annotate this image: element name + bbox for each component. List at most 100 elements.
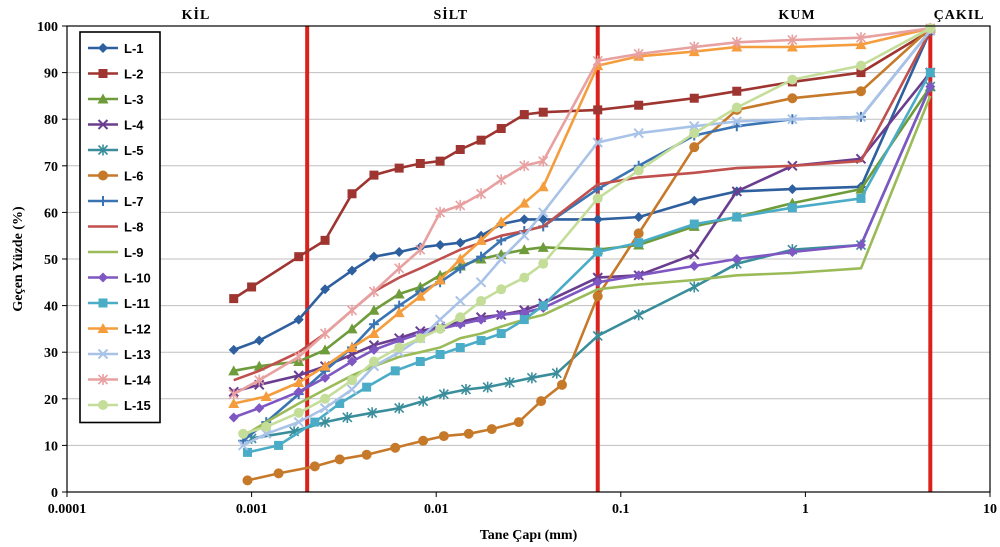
data-point bbox=[634, 100, 644, 110]
data-point bbox=[390, 366, 400, 376]
data-point bbox=[319, 344, 331, 355]
data-point bbox=[319, 328, 331, 340]
legend-item: L-8 bbox=[88, 220, 144, 235]
x-axis-ticks: 0.0001 0.001 0.01 0.1 1 10 bbox=[48, 492, 997, 517]
data-point bbox=[519, 272, 530, 283]
data-point bbox=[786, 41, 798, 52]
legend-marker bbox=[98, 170, 108, 181]
legend-marker bbox=[98, 298, 108, 308]
data-point bbox=[634, 238, 644, 248]
data-point bbox=[228, 388, 239, 400]
data-point bbox=[228, 412, 239, 423]
series-13 bbox=[237, 25, 936, 451]
data-point bbox=[731, 102, 742, 113]
data-point bbox=[293, 370, 304, 381]
x-tick-label: 10 bbox=[983, 502, 997, 517]
data-point bbox=[455, 319, 466, 330]
data-point bbox=[689, 195, 700, 206]
data-point bbox=[518, 197, 530, 208]
legend-marker bbox=[97, 119, 109, 130]
data-point bbox=[518, 244, 530, 255]
data-point bbox=[925, 23, 936, 34]
data-point bbox=[347, 265, 358, 276]
legend-label: L-12 bbox=[124, 322, 151, 337]
data-point bbox=[415, 333, 426, 344]
data-point bbox=[476, 135, 486, 145]
legend-item: L-5 bbox=[88, 143, 144, 158]
data-point bbox=[367, 407, 378, 419]
data-point bbox=[368, 251, 379, 262]
data-point bbox=[394, 335, 405, 346]
data-point bbox=[347, 189, 357, 199]
gridlines bbox=[67, 72, 990, 446]
data-point bbox=[237, 440, 249, 451]
y-tick-label: 30 bbox=[44, 346, 58, 361]
legend-label: L-8 bbox=[124, 220, 144, 235]
zone-labels: KİL SİLT KUM ÇAKIL bbox=[182, 6, 984, 23]
data-point bbox=[346, 342, 358, 353]
data-point bbox=[475, 234, 487, 245]
data-point bbox=[228, 344, 239, 355]
data-point bbox=[476, 314, 487, 325]
y-axis-ticks: 0 10 20 30 40 50 60 70 80 90 100 bbox=[37, 20, 67, 501]
data-point bbox=[731, 186, 743, 197]
legend-item: L-7 bbox=[88, 194, 144, 209]
series-11 bbox=[242, 68, 935, 457]
data-point bbox=[460, 383, 472, 395]
data-point bbox=[633, 228, 644, 239]
data-point bbox=[394, 163, 404, 173]
y-tick-label: 100 bbox=[37, 20, 58, 35]
data-point bbox=[418, 435, 429, 446]
data-point bbox=[537, 241, 549, 252]
data-point bbox=[592, 291, 603, 302]
legend-item: L-13 bbox=[88, 347, 151, 362]
data-point bbox=[242, 475, 253, 486]
legend-label: L-15 bbox=[124, 398, 151, 413]
data-point bbox=[495, 216, 507, 227]
data-point bbox=[731, 254, 742, 264]
data-point bbox=[537, 181, 549, 192]
data-point bbox=[787, 34, 798, 46]
legend-marker bbox=[98, 196, 108, 206]
data-point bbox=[454, 253, 466, 264]
data-point bbox=[346, 384, 358, 395]
series-10 bbox=[228, 81, 936, 423]
data-point bbox=[476, 251, 487, 262]
data-point bbox=[294, 252, 304, 262]
data-point bbox=[513, 417, 524, 428]
data-point bbox=[855, 39, 867, 50]
data-point bbox=[633, 127, 644, 139]
x-axis-title: Tane Çapı (mm) bbox=[480, 528, 578, 543]
data-point bbox=[504, 376, 515, 388]
y-tick-label: 40 bbox=[44, 300, 58, 315]
data-point bbox=[551, 367, 562, 379]
legend-label: L-3 bbox=[124, 92, 144, 107]
data-point bbox=[689, 93, 699, 103]
data-point bbox=[925, 81, 936, 92]
data-point bbox=[369, 170, 379, 180]
legend-item: L-2 bbox=[88, 67, 144, 82]
data-point bbox=[310, 417, 320, 427]
data-point bbox=[435, 240, 446, 251]
data-point bbox=[689, 281, 700, 293]
data-point bbox=[633, 270, 644, 281]
data-point bbox=[346, 304, 358, 316]
data-point bbox=[689, 41, 700, 53]
data-point bbox=[689, 260, 700, 271]
series-layer bbox=[228, 22, 936, 486]
data-point bbox=[455, 295, 466, 307]
data-point bbox=[394, 262, 405, 274]
data-point bbox=[925, 68, 935, 78]
data-point bbox=[228, 365, 240, 376]
data-point bbox=[855, 86, 866, 97]
legend-marker bbox=[97, 144, 109, 156]
series-6 bbox=[242, 23, 936, 486]
data-point bbox=[368, 319, 379, 330]
legend-label: L-1 bbox=[124, 41, 144, 56]
data-point bbox=[519, 315, 529, 325]
data-point bbox=[855, 60, 866, 71]
data-point bbox=[475, 277, 487, 288]
data-point bbox=[592, 137, 603, 148]
data-point bbox=[689, 219, 699, 229]
